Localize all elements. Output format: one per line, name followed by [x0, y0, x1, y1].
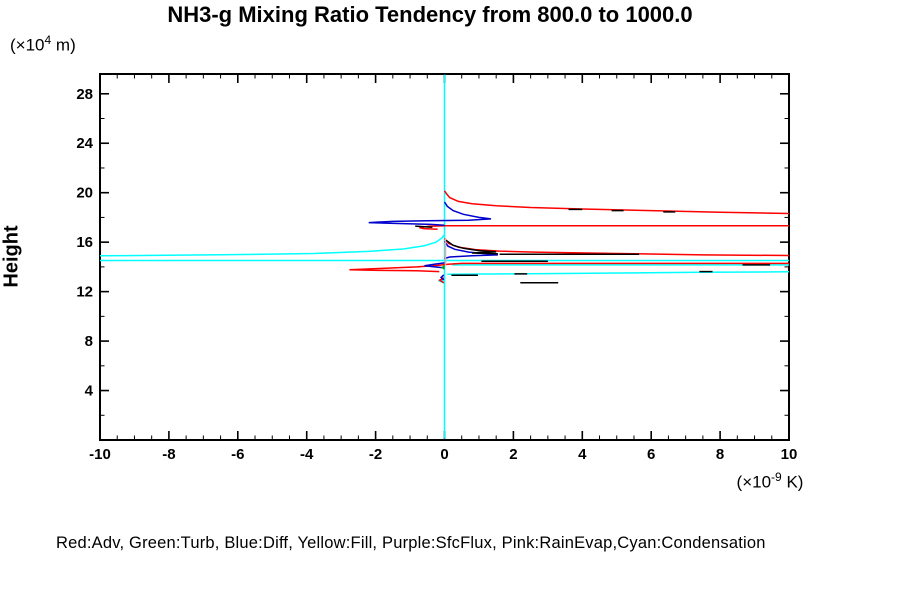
- axis-ticks: [99, 74, 790, 440]
- y-tick-label: 24: [76, 135, 93, 152]
- series-line-Adv: [419, 225, 789, 230]
- x-tick-label: 8: [716, 446, 724, 463]
- x-tick-label: -2: [369, 446, 382, 463]
- y-tick-label: 8: [85, 333, 93, 350]
- y-tick-label: 16: [76, 234, 93, 251]
- series-line-Condensation: [447, 271, 790, 276]
- series-line-Turb: [441, 265, 445, 270]
- x-unit-suffix: K): [781, 472, 804, 492]
- y-unit-exponent: 4: [44, 33, 52, 47]
- x-tick-label: 0: [440, 446, 448, 463]
- series-line-Diff: [424, 262, 445, 269]
- series-Adv: [349, 190, 790, 284]
- series-line-Diff: [439, 274, 445, 281]
- y-unit-prefix: (×10: [10, 35, 45, 55]
- x-unit-exponent: -9: [771, 470, 782, 484]
- y-tick-label: 20: [76, 185, 93, 202]
- y-tick-label: 4: [85, 383, 94, 400]
- x-unit-prefix: (×10: [736, 472, 772, 492]
- y-tick-label: 28: [76, 86, 93, 103]
- x-tick-label: 2: [509, 446, 517, 463]
- y-tick-label: 12: [76, 284, 93, 301]
- x-tick-label: -10: [89, 446, 111, 463]
- legend-text: Red:Adv, Green:Turb, Blue:Diff, Yellow:F…: [56, 534, 766, 552]
- series-line-Diff: [368, 201, 492, 227]
- series-line-black-unlabeled: [415, 225, 433, 229]
- series-line-Adv: [443, 238, 790, 257]
- y-axis-unit: (×104 m): [10, 33, 76, 56]
- series-line-Adv: [443, 190, 790, 215]
- chart-title: NH3-g Mixing Ratio Tendency from 800.0 t…: [167, 2, 693, 27]
- series-line-Adv: [349, 262, 789, 273]
- x-tick-label: 6: [647, 446, 655, 463]
- series-line-black-unlabeled: [445, 239, 498, 255]
- series-Condensation: [99, 74, 790, 439]
- y-unit-suffix: m): [51, 35, 76, 55]
- x-tick-label: 10: [781, 446, 798, 463]
- x-axis-unit: (×10-9 K): [690, 470, 850, 493]
- series-line-Condensation: [99, 234, 446, 257]
- series-black-unlabeled: [415, 208, 771, 284]
- x-tick-label: -6: [231, 446, 244, 463]
- x-tick-label: -8: [162, 446, 175, 463]
- x-tick-label: 4: [578, 446, 587, 463]
- series-Turb: [441, 265, 445, 270]
- x-tick-label: -4: [300, 446, 314, 463]
